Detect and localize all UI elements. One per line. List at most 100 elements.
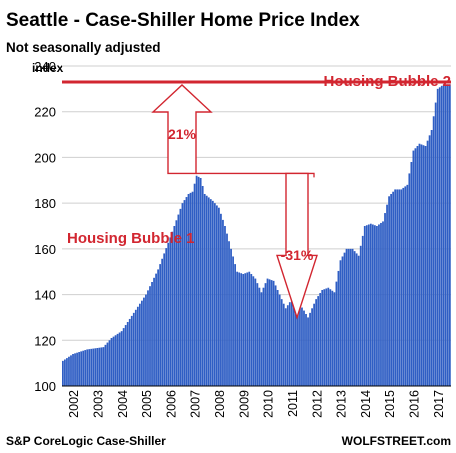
x-tick-labels: 2002 2003 2004 2005 2006 2007 2008 2009 2010 2011… bbox=[67, 390, 446, 418]
bars bbox=[62, 84, 451, 387]
bar bbox=[191, 191, 194, 386]
x-tick-label: 2007 bbox=[189, 390, 203, 418]
bar bbox=[165, 248, 168, 386]
bar bbox=[264, 283, 267, 386]
bar bbox=[402, 187, 405, 386]
bar bbox=[392, 191, 395, 386]
bar bbox=[224, 226, 226, 386]
bar bbox=[110, 338, 113, 386]
bar bbox=[286, 305, 289, 386]
bar bbox=[268, 279, 271, 386]
bar bbox=[177, 214, 180, 386]
bar bbox=[195, 175, 198, 386]
bar bbox=[294, 300, 297, 386]
bar bbox=[313, 303, 316, 386]
bar bbox=[351, 248, 354, 386]
bar bbox=[398, 189, 401, 386]
bar bbox=[297, 301, 299, 386]
x-tick-label: 2009 bbox=[237, 390, 251, 418]
bar bbox=[319, 293, 322, 386]
bar bbox=[341, 256, 344, 386]
x-tick-label: 2017 bbox=[432, 390, 446, 418]
bar bbox=[151, 282, 153, 386]
x-tick-label: 2008 bbox=[213, 390, 227, 418]
bar bbox=[317, 296, 320, 386]
bar bbox=[238, 272, 241, 386]
bar bbox=[220, 213, 222, 386]
y-tick-label: 120 bbox=[34, 333, 56, 348]
bar bbox=[422, 145, 425, 386]
bar bbox=[436, 88, 439, 386]
bar bbox=[70, 355, 72, 386]
bar bbox=[183, 200, 186, 386]
bar bbox=[260, 292, 263, 386]
bar bbox=[430, 130, 433, 386]
x-tick-label: 2015 bbox=[383, 390, 397, 418]
bar bbox=[378, 224, 380, 386]
bar bbox=[278, 294, 281, 386]
bar bbox=[280, 299, 283, 386]
y-axis-label: index bbox=[32, 61, 64, 75]
y-tick-label: 180 bbox=[34, 196, 56, 211]
bar bbox=[347, 248, 350, 386]
bar bbox=[143, 297, 145, 386]
bar bbox=[416, 146, 419, 386]
bar bbox=[284, 308, 287, 386]
bar bbox=[394, 189, 397, 386]
bar bbox=[132, 312, 135, 386]
y-tick-labels: 100 120 140 160 180 200 220 240 bbox=[34, 59, 56, 394]
bar bbox=[116, 333, 119, 386]
bar bbox=[262, 287, 265, 386]
bar bbox=[361, 235, 364, 386]
y-tick-label: 140 bbox=[34, 288, 56, 303]
bar bbox=[230, 248, 232, 386]
y-tick-label: 160 bbox=[34, 242, 56, 257]
bar bbox=[335, 281, 338, 386]
bar bbox=[299, 304, 301, 386]
bar bbox=[92, 348, 95, 386]
bar bbox=[337, 270, 340, 386]
x-tick-label: 2004 bbox=[116, 390, 130, 418]
bar bbox=[408, 173, 411, 386]
bar bbox=[145, 294, 147, 386]
bar bbox=[420, 144, 423, 386]
bar bbox=[414, 148, 417, 386]
down-arrow-label: -31% bbox=[281, 247, 314, 263]
bar bbox=[242, 274, 245, 386]
bar bbox=[380, 222, 382, 386]
bar bbox=[90, 348, 93, 386]
bar bbox=[292, 299, 295, 386]
up-arrow-label: 21% bbox=[168, 126, 197, 142]
bar bbox=[88, 349, 91, 386]
bar bbox=[203, 194, 206, 386]
bar bbox=[157, 269, 159, 386]
bar bbox=[94, 348, 97, 386]
bar bbox=[218, 207, 220, 386]
bar bbox=[309, 312, 311, 386]
bar bbox=[80, 351, 83, 386]
x-tick-label: 2012 bbox=[310, 390, 324, 418]
bar bbox=[376, 226, 378, 386]
x-tick-label: 2003 bbox=[91, 390, 105, 418]
x-tick-label: 2014 bbox=[359, 390, 373, 418]
housing-bubble-2-label: Housing Bubble 2 bbox=[324, 73, 452, 90]
bar bbox=[147, 290, 149, 386]
bar bbox=[173, 226, 176, 386]
bar bbox=[331, 290, 334, 386]
bar bbox=[175, 220, 178, 386]
bar bbox=[149, 286, 151, 386]
bar bbox=[141, 300, 143, 386]
bar bbox=[100, 347, 103, 386]
bar bbox=[226, 233, 228, 386]
bar bbox=[327, 287, 330, 386]
bar bbox=[374, 225, 376, 386]
bar bbox=[82, 350, 85, 386]
bar bbox=[412, 150, 415, 386]
bar bbox=[444, 84, 447, 387]
bar bbox=[355, 253, 358, 386]
bar bbox=[321, 290, 324, 386]
bar bbox=[339, 260, 342, 386]
bar bbox=[418, 143, 421, 386]
bar bbox=[301, 307, 303, 386]
chart-subtitle: Not seasonally adjusted bbox=[6, 40, 161, 55]
